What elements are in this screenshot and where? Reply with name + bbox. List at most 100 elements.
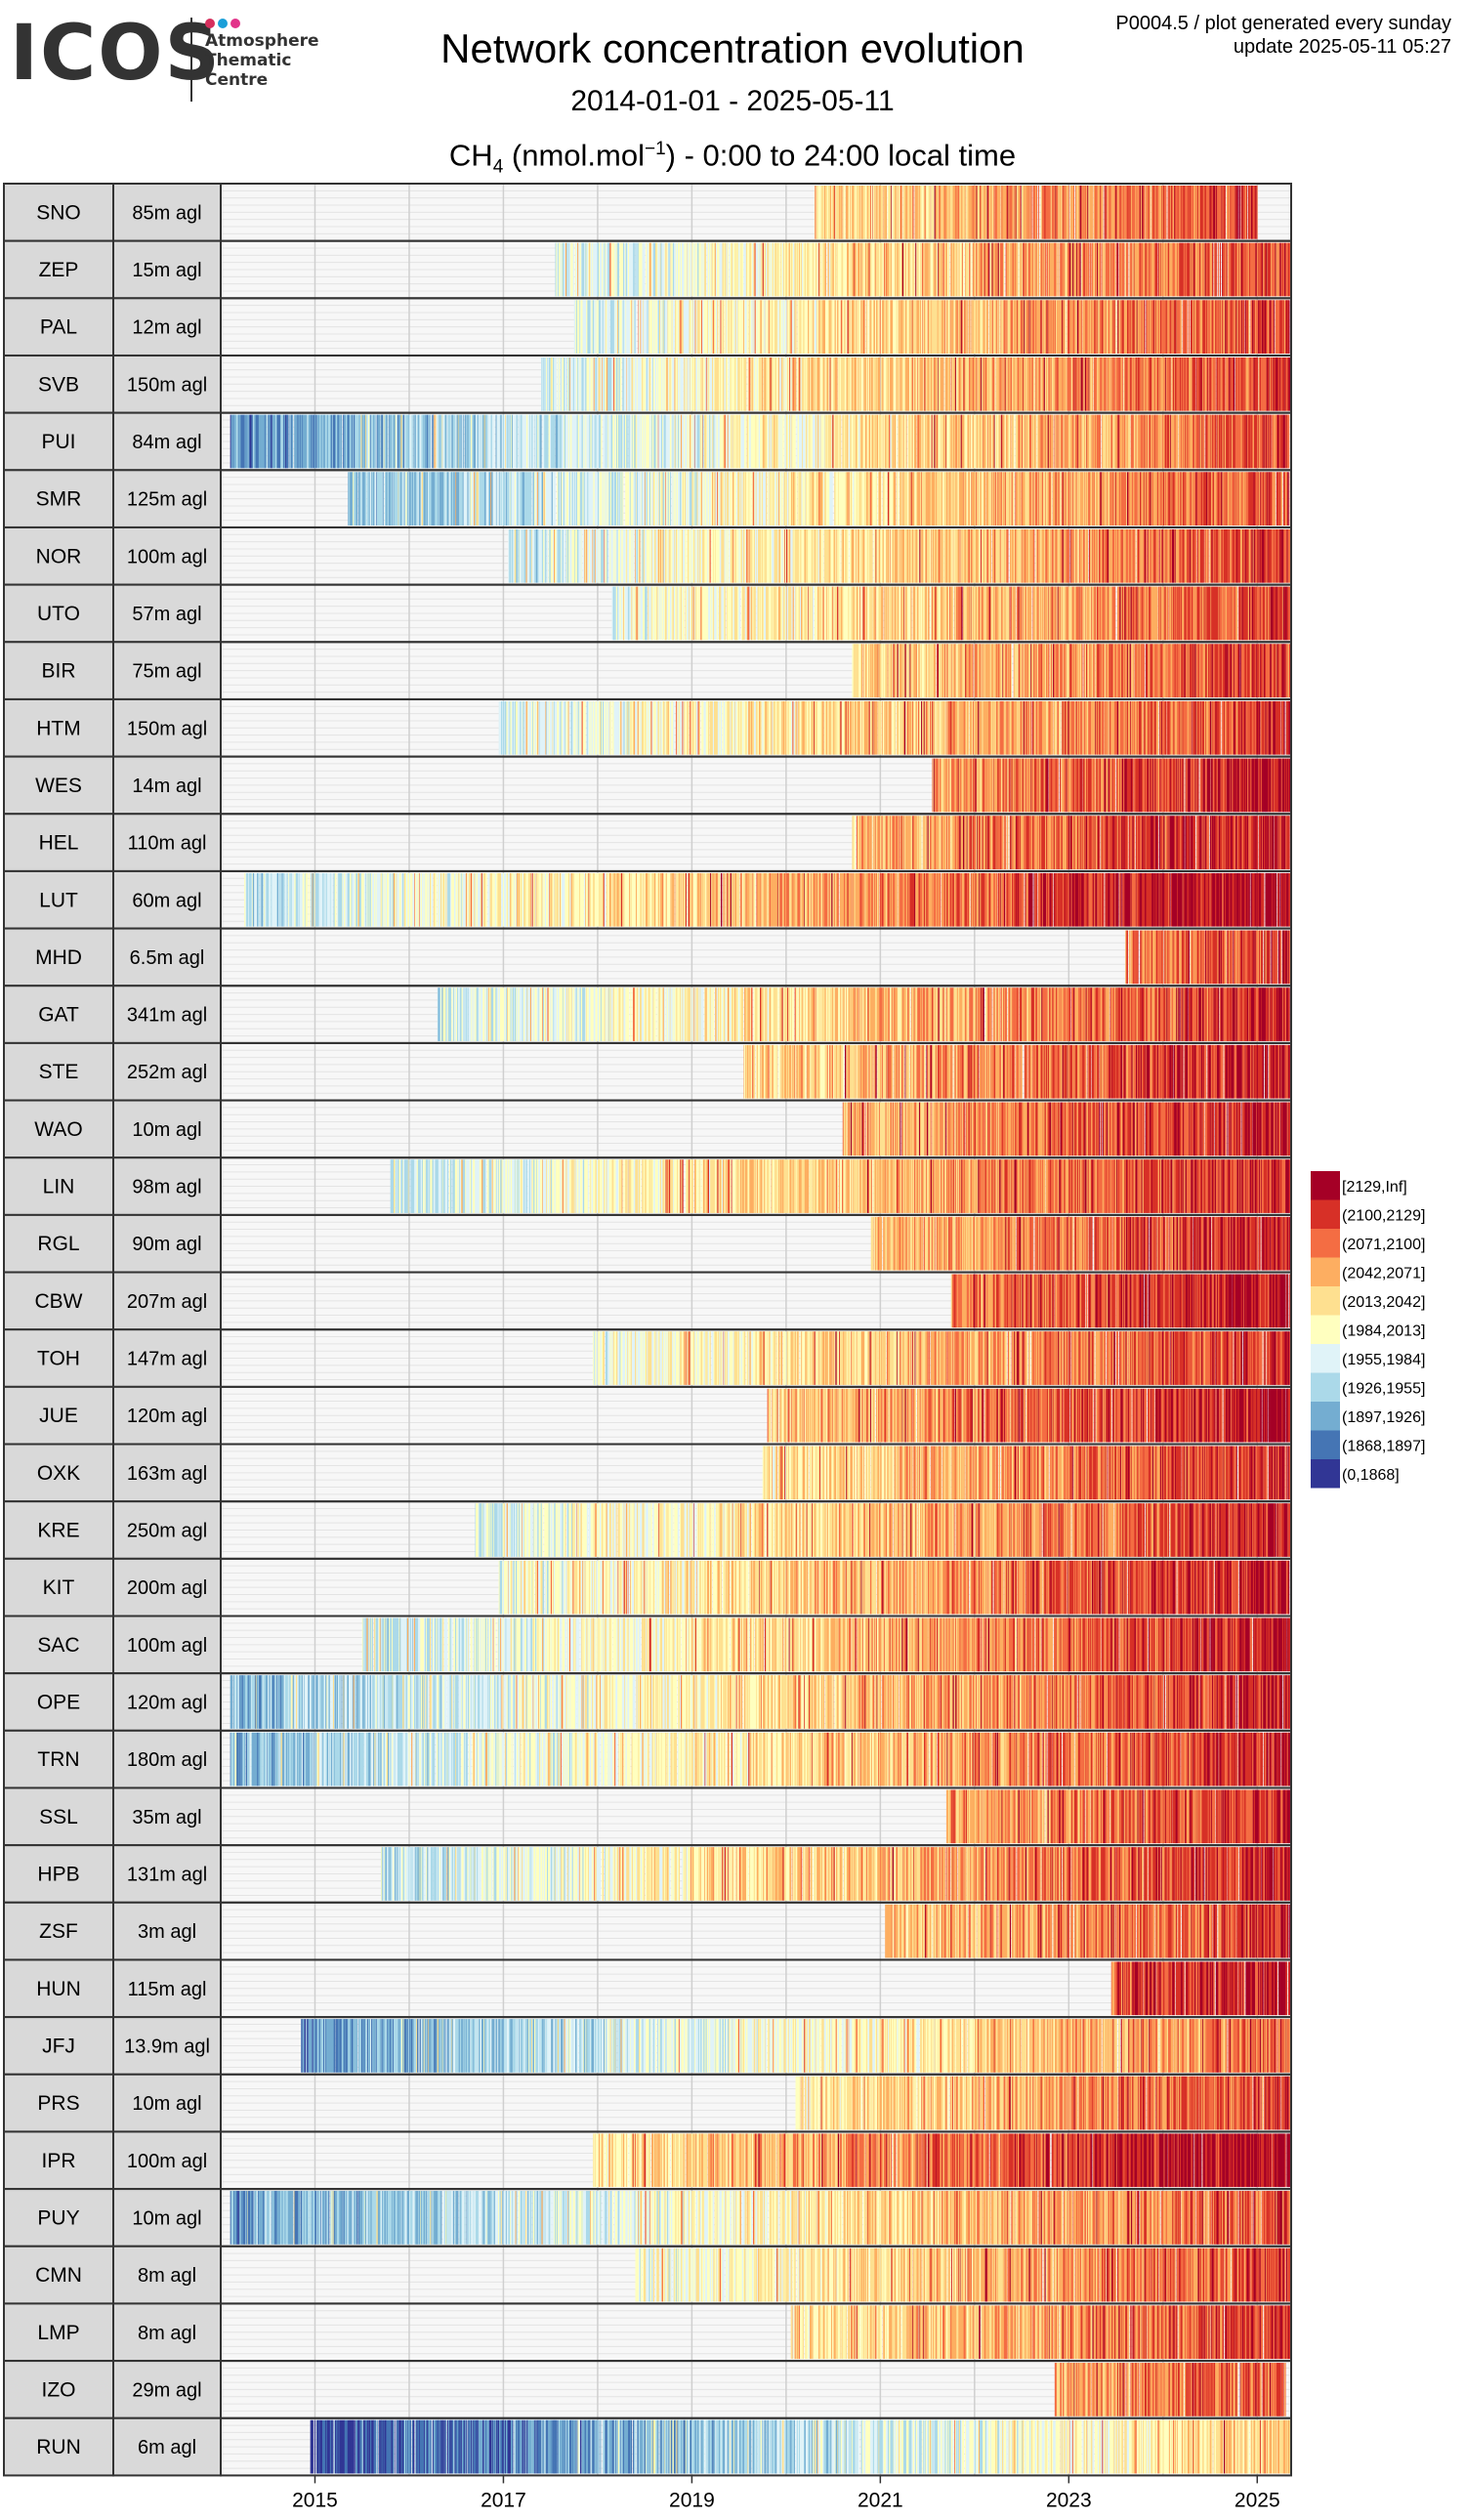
data-stripe: [960, 186, 963, 239]
data-stripe: [1074, 300, 1076, 354]
data-stripe: [913, 300, 915, 354]
data-stripe: [1062, 186, 1064, 239]
data-stripe: [900, 242, 903, 297]
data-stripe: [633, 300, 635, 354]
data-stripe: [1109, 300, 1111, 354]
logo-text: Atmosphere Thematic Centre: [205, 31, 332, 90]
data-stripe: [1214, 242, 1216, 297]
data-stripe: [877, 242, 880, 297]
data-stripe: [1090, 186, 1093, 239]
data-stripe: [679, 300, 681, 354]
data-stripe: [1020, 242, 1022, 297]
data-stripe: [1199, 242, 1201, 297]
data-stripe: [1025, 186, 1026, 239]
data-stripe: [927, 242, 930, 297]
data-stripe: [1267, 242, 1269, 297]
data-stripe: [1094, 300, 1096, 354]
data-stripe: [1035, 414, 1037, 469]
data-stripe: [1278, 242, 1280, 297]
data-stripe: [1010, 414, 1012, 469]
data-stripe: [909, 186, 912, 239]
data-stripe: [1244, 242, 1246, 297]
data-stripe: [664, 242, 667, 297]
data-stripe: [1211, 242, 1214, 297]
data-stripe: [872, 186, 874, 239]
data-stripe: [951, 300, 953, 354]
logo-wordmark: ICOS: [10, 16, 222, 92]
data-stripe: [1023, 242, 1025, 297]
data-stripe: [900, 186, 902, 239]
data-stripe: [697, 242, 699, 297]
data-stripe: [790, 300, 793, 354]
data-stripe: [684, 242, 686, 297]
data-stripe: [1214, 357, 1216, 411]
data-stripe: [983, 242, 984, 297]
data-stripe: [1140, 186, 1143, 239]
data-stripe: [684, 242, 685, 297]
data-stripe: [914, 414, 917, 469]
data-stripe: [1275, 242, 1277, 297]
data-stripe: [1255, 186, 1257, 239]
data-stripe: [1123, 186, 1125, 239]
data-stripe: [1155, 186, 1157, 239]
data-stripe: [879, 242, 881, 297]
data-stripe: [1120, 186, 1123, 239]
data-stripe: [1186, 186, 1188, 239]
data-stripe: [1100, 186, 1102, 239]
data-stripe: [1060, 300, 1062, 354]
data-stripe: [1177, 242, 1179, 297]
data-stripe: [1098, 242, 1101, 297]
data-stripe: [802, 300, 804, 354]
data-stripe: [1168, 242, 1170, 297]
data-stripe: [1249, 186, 1252, 239]
data-stripe: [815, 242, 817, 297]
data-stripe: [1037, 242, 1040, 297]
data-stripe: [1241, 186, 1243, 239]
data-stripe: [848, 242, 850, 297]
data-stripe: [1243, 300, 1245, 354]
data-stripe: [943, 186, 945, 239]
data-stripe: [613, 242, 615, 297]
data-stripe: [1235, 186, 1237, 239]
data-stripe: [959, 186, 962, 239]
data-stripe: [667, 242, 669, 297]
data-stripe: [941, 300, 942, 354]
data-stripe: [1110, 186, 1113, 239]
data-stripe: [620, 300, 623, 354]
data-stripe: [579, 242, 581, 297]
data-stripe: [1007, 242, 1010, 297]
data-stripe: [617, 300, 619, 354]
data-stripe: [725, 242, 727, 297]
data-stripe: [842, 300, 844, 354]
data-stripe: [1109, 242, 1111, 297]
data-stripe: [1041, 186, 1044, 239]
data-stripe: [1128, 414, 1131, 469]
data-stripe: [1165, 300, 1168, 354]
data-stripe: [824, 242, 826, 297]
data-stripe: [1075, 300, 1078, 354]
data-stripe: [1071, 300, 1073, 354]
data-stripe: [787, 242, 789, 297]
data-stripe: [955, 300, 958, 354]
data-stripe: [953, 186, 955, 239]
data-stripe: [984, 300, 987, 354]
data-stripe: [1125, 186, 1127, 239]
data-stripe: [616, 242, 619, 297]
data-stripe: [588, 242, 590, 297]
data-stripe: [832, 300, 834, 354]
data-stripe: [1053, 300, 1056, 354]
data-stripe: [985, 186, 987, 239]
data-stripe: [1085, 186, 1087, 239]
data-stripe: [1029, 300, 1031, 354]
data-stripe: [878, 300, 881, 354]
data-stripe: [784, 300, 787, 354]
data-stripe: [714, 242, 717, 297]
station-code-cell: [3, 297, 114, 357]
data-stripe: [1148, 300, 1150, 354]
data-stripe: [993, 242, 996, 297]
data-stripe: [926, 242, 928, 297]
data-stripe: [622, 242, 625, 297]
data-stripe: [1109, 242, 1111, 297]
data-stripe: [1054, 300, 1057, 354]
data-stripe: [1049, 186, 1052, 239]
